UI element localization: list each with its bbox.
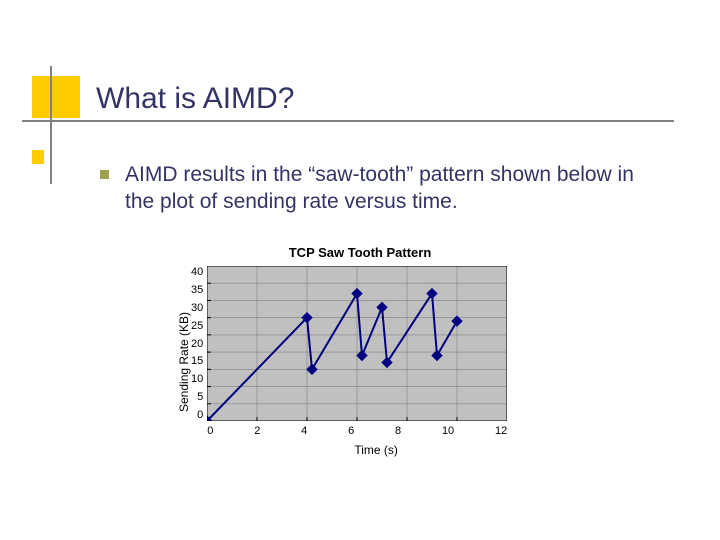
- ytick-label: 30: [191, 302, 203, 314]
- chart-title: TCP Saw Tooth Pattern: [175, 245, 545, 260]
- bullet-marker-icon: [100, 170, 109, 179]
- chart-xlabel: Time (s): [207, 443, 545, 457]
- ytick-label: 25: [191, 320, 203, 332]
- ytick-label: 0: [191, 409, 203, 421]
- ytick-label: 5: [191, 391, 203, 403]
- chart-yticks: 40 35 30 25 20 15 10 5 0: [191, 266, 207, 421]
- ytick-label: 20: [191, 338, 203, 350]
- ytick-label: 35: [191, 284, 203, 296]
- xtick-label: 10: [442, 425, 454, 437]
- bullet-text: AIMD results in the “saw-tooth” pattern …: [125, 162, 660, 216]
- slide: What is AIMD? AIMD results in the “saw-t…: [0, 0, 720, 540]
- xtick-label: 0: [207, 425, 213, 437]
- horizontal-rule: [22, 120, 674, 122]
- xtick-label: 6: [348, 425, 354, 437]
- ytick-label: 10: [191, 373, 203, 385]
- ytick-label: 40: [191, 266, 203, 278]
- xtick-label: 8: [395, 425, 401, 437]
- xtick-label: 4: [301, 425, 307, 437]
- chart-xticks: 0 2 4 6 8 10 12: [207, 425, 507, 437]
- chart-ylabel: Sending Rate (KB): [175, 266, 191, 457]
- vertical-rule: [50, 66, 52, 184]
- ytick-label: 15: [191, 355, 203, 367]
- accent-block-large: [32, 76, 80, 118]
- xtick-label: 12: [495, 425, 507, 437]
- slide-title: What is AIMD?: [96, 82, 294, 115]
- slide-body: AIMD results in the “saw-tooth” pattern …: [100, 162, 660, 216]
- xtick-label: 2: [254, 425, 260, 437]
- accent-block-small: [32, 150, 44, 164]
- sawtooth-chart: TCP Saw Tooth Pattern Sending Rate (KB) …: [175, 245, 545, 457]
- chart-plot-area: 0 2 4 6 8 10 12 Time (s): [207, 266, 545, 457]
- bullet-item: AIMD results in the “saw-tooth” pattern …: [100, 162, 660, 216]
